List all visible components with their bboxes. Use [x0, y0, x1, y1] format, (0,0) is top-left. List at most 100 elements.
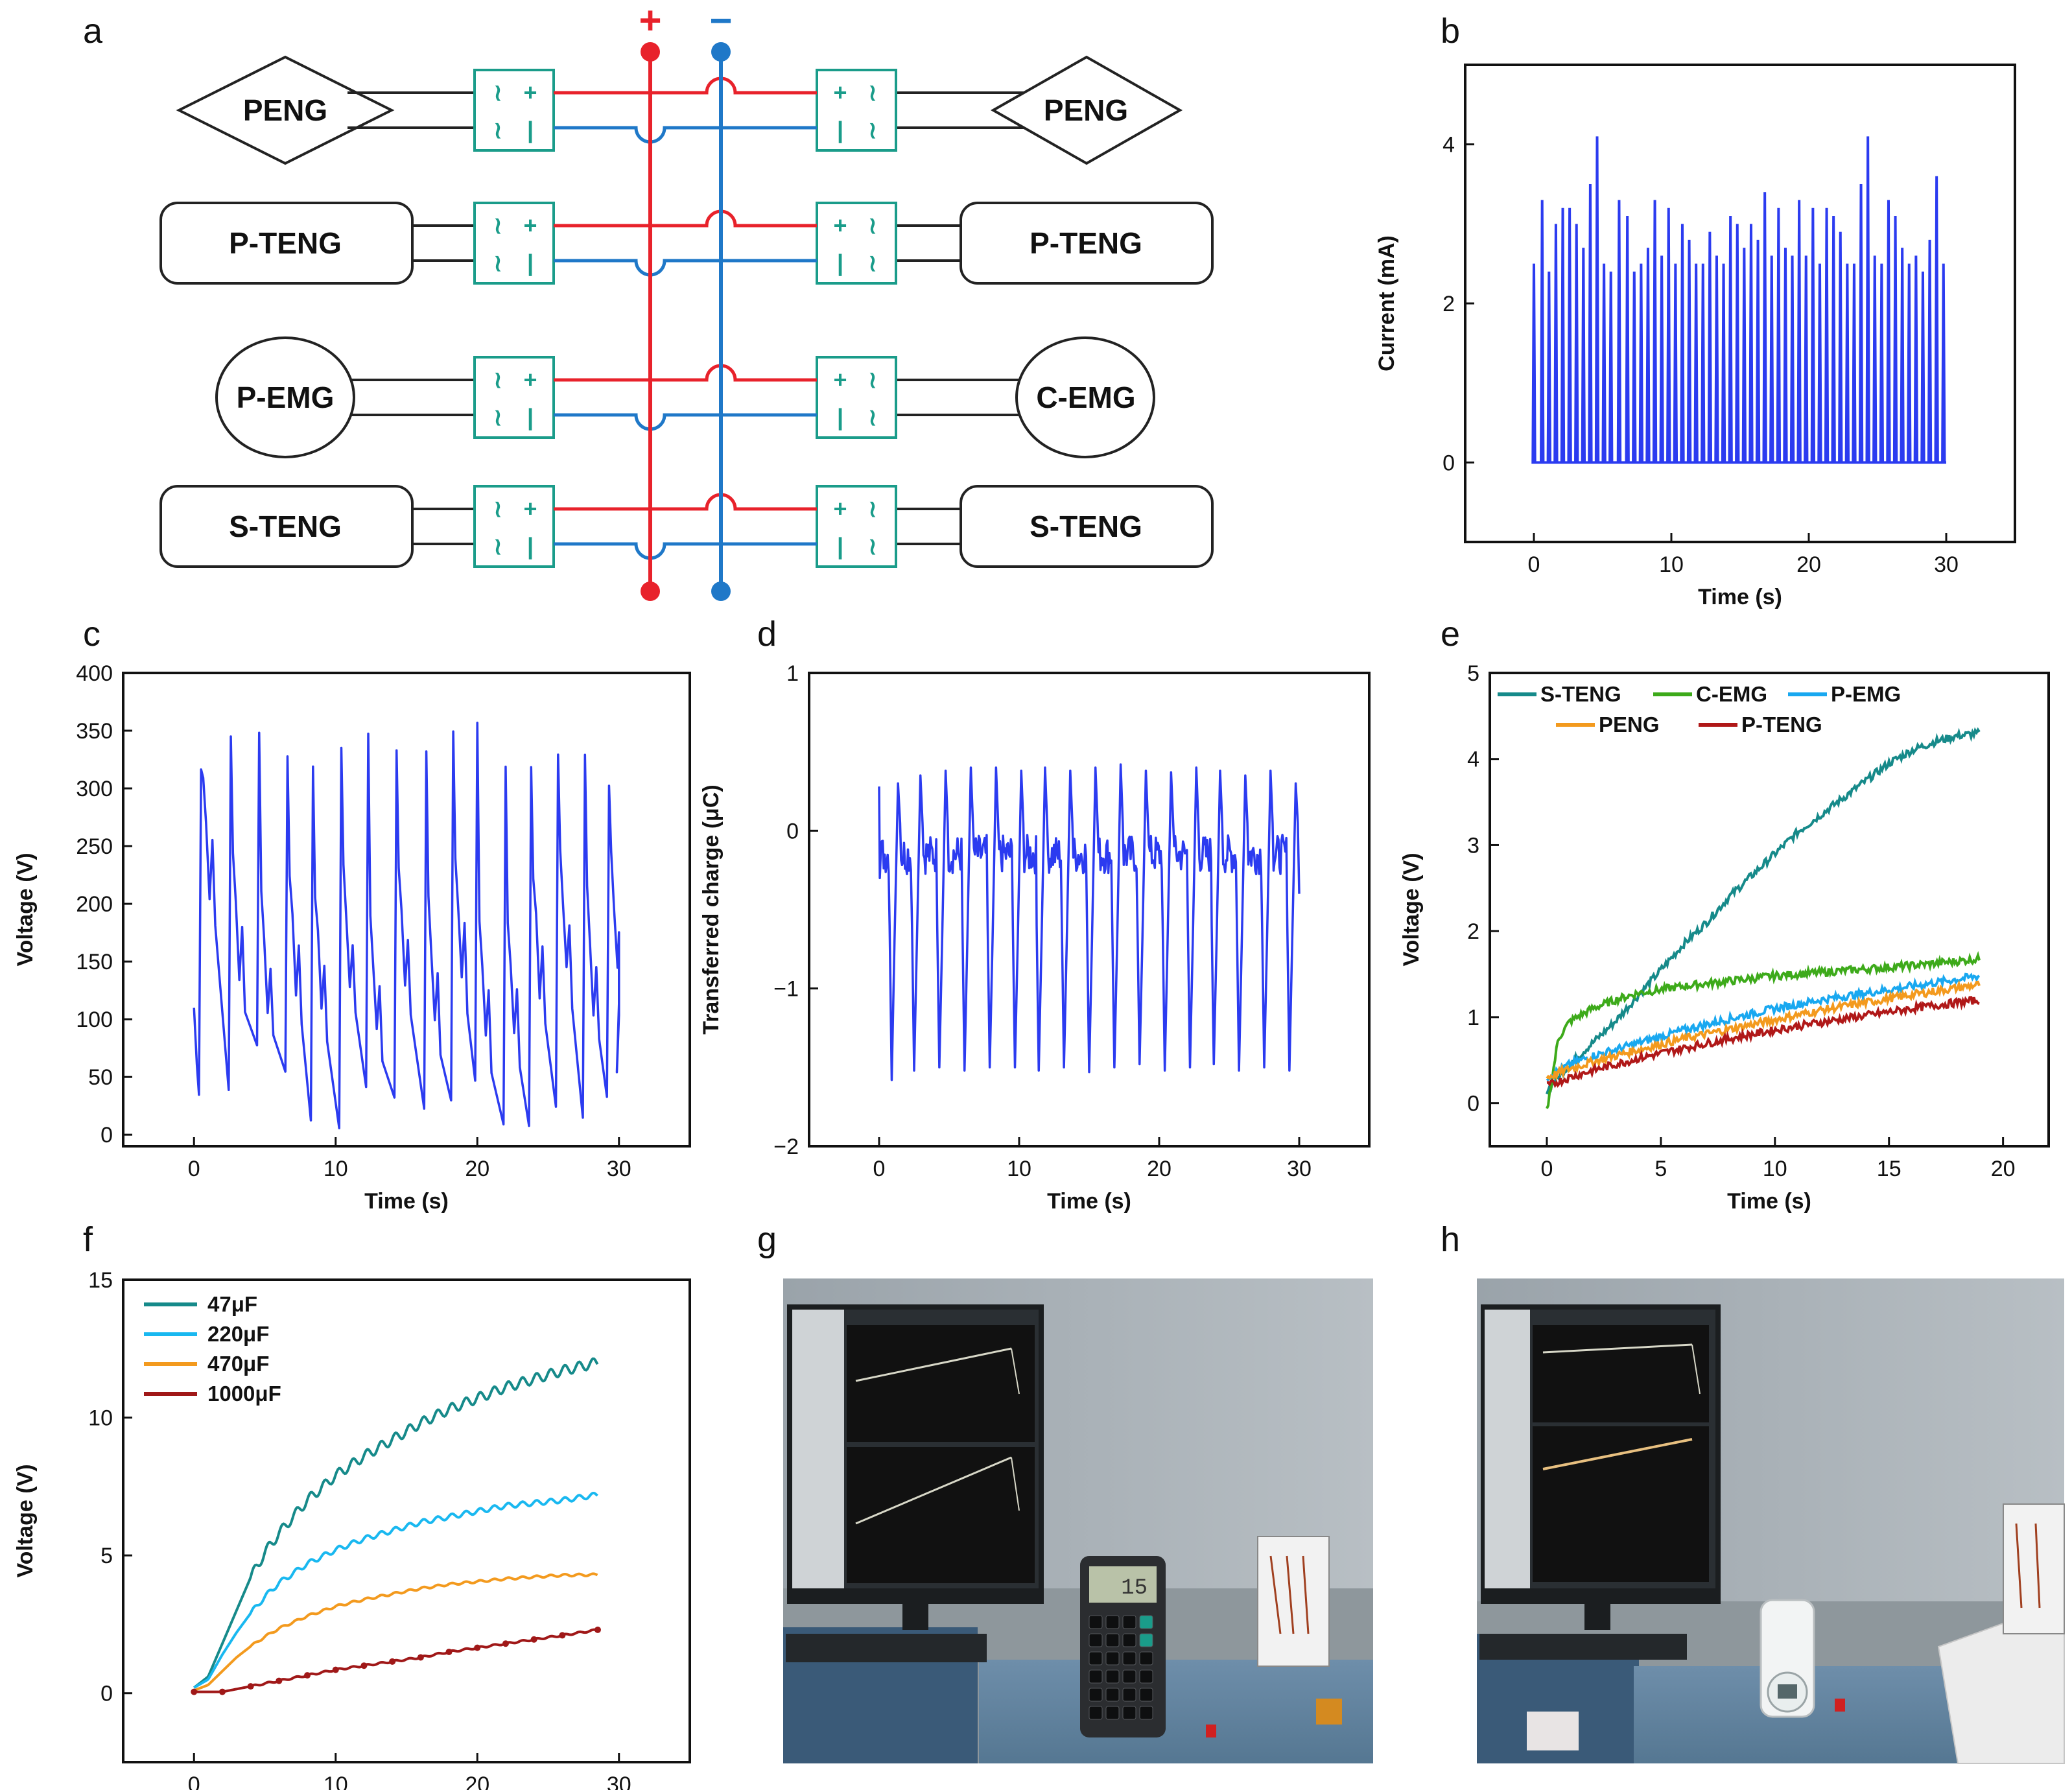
x-tick-label: 0	[873, 1157, 886, 1181]
rectifier-symbol: ≀	[868, 533, 877, 559]
chart-voltage-devices: 0 5 10 15 20 0 1 2 3 4 5 Time (s) Voltage (V) S-TENG C…	[1399, 661, 2050, 1214]
photo-calculator-setup: 15	[783, 1278, 1373, 1763]
x-tick-label: 15	[1877, 1157, 1901, 1181]
positive-wire	[554, 364, 817, 382]
legend-item: C-EMG	[1653, 682, 1767, 706]
y-tick-label: 200	[76, 892, 113, 917]
rectifier-symbol: +	[523, 212, 537, 239]
calculator-key	[1139, 1651, 1153, 1666]
calculator-key	[1139, 1633, 1153, 1647]
calculator-key	[1105, 1633, 1120, 1647]
x-tick-label: 20	[1991, 1157, 2016, 1181]
x-tick-label: 10	[1007, 1157, 1031, 1181]
x-tick-label: 0	[1540, 1157, 1553, 1181]
rectifier-symbol: +	[523, 366, 537, 393]
y-tick-label: 250	[76, 834, 113, 859]
y-tick-label: 1	[1467, 1006, 1479, 1030]
calculator-key	[1122, 1633, 1136, 1647]
calculator-key	[1089, 1651, 1103, 1666]
device-left-label: P-TENG	[229, 226, 342, 260]
x-tick-label: 10	[1763, 1157, 1787, 1181]
calculator-key	[1105, 1706, 1120, 1720]
rectifier-right	[816, 356, 897, 439]
positive-terminal-sign: +	[639, 0, 661, 42]
y-tick-label: 0	[100, 1682, 113, 1706]
rectifier-symbol: +	[833, 212, 847, 239]
legend: S-TENG C-EMG P-EMG PENG P-TENG	[1498, 682, 1901, 736]
y-axis-label: Transferred charge (μC)	[699, 784, 724, 1034]
y-tick-label: 100	[76, 1007, 113, 1032]
positive-wire	[554, 209, 817, 228]
calculator-key	[1122, 1615, 1136, 1629]
y-tick-label: −2	[773, 1135, 799, 1159]
device-right-shape	[959, 485, 1214, 568]
series-1000uf-marker	[276, 1677, 283, 1684]
calculator-key	[1089, 1688, 1103, 1702]
y-tick-label: 50	[88, 1065, 113, 1090]
legend-label: P-EMG	[1831, 682, 1901, 706]
legend-item: 47μF	[144, 1292, 257, 1316]
y-tick-label: 4	[1442, 133, 1455, 158]
negative-terminal-bottom	[711, 582, 731, 601]
y-axis-label: Voltage (V)	[13, 853, 38, 966]
device-right-shape	[959, 202, 1214, 285]
series-voltage-line	[193, 722, 620, 1129]
rectifier-symbol: ≀	[868, 404, 877, 430]
x-tick-label: 10	[324, 1772, 348, 1790]
x-axis-label: Time (s)	[1727, 1189, 1811, 1214]
calculator-key	[1089, 1633, 1103, 1647]
positive-wire	[554, 77, 817, 95]
y-axis-label: Voltage (V)	[13, 1464, 38, 1577]
x-tick-label: 0	[188, 1772, 200, 1790]
device-left-shape	[215, 336, 355, 458]
panel-label-h: h	[1441, 1220, 1460, 1259]
positive-terminal-bottom	[641, 582, 660, 601]
legend-label: S-TENG	[1540, 682, 1621, 706]
calculator-key	[1122, 1669, 1136, 1684]
negative-wire	[554, 126, 817, 144]
panel-label-b: b	[1441, 12, 1460, 51]
y-tick-label: 0	[786, 819, 799, 843]
rectifier-symbol: +	[523, 79, 537, 106]
series-47uf-line	[193, 1357, 599, 1689]
rectifier-right	[816, 485, 897, 568]
device-right-label: P-TENG	[1030, 226, 1142, 260]
device-right-label: S-TENG	[1030, 510, 1142, 543]
y-tick-label: 5	[100, 1544, 113, 1568]
rectifier-left	[473, 202, 555, 285]
calculator-key	[1122, 1688, 1136, 1702]
chart-voltage-capacitors: 0 10 20 30 0 5 10 15 Voltage (V) 47μF 220μF 470μF 10…	[13, 1268, 691, 1790]
rectifier-left	[473, 356, 555, 439]
series-peng-line	[1546, 979, 1981, 1081]
rectifier-symbol: +	[833, 495, 847, 522]
legend-item: 220μF	[144, 1322, 269, 1346]
legend-label: 220μF	[207, 1322, 269, 1346]
chart-current: 0 10 20 30 0 2 4 Time (s) Current (mA)	[1374, 64, 2016, 609]
plot-frame	[122, 1278, 691, 1763]
positive-wire	[554, 493, 817, 511]
calculator-key	[1122, 1651, 1136, 1666]
rectifier-symbol: ≀	[493, 117, 502, 143]
rectifier-symbol: +	[523, 495, 537, 522]
legend-label: 1000μF	[207, 1382, 281, 1406]
series-1000uf-marker	[474, 1644, 481, 1651]
y-tick-label: 2	[1467, 919, 1479, 944]
series-charge-line	[878, 763, 1301, 1081]
negative-terminal-top	[711, 42, 731, 62]
series-1000uf-marker	[417, 1654, 424, 1661]
rectifier-symbol: ≀	[493, 404, 502, 430]
circuit-row: ≀ + ≀ | + ≀ | ≀ PENG PENG	[176, 55, 1183, 165]
series-1000uf-marker	[502, 1640, 509, 1647]
x-tick-label: 30	[607, 1772, 631, 1790]
component-board	[1257, 1536, 1330, 1667]
panel-label-g: g	[757, 1220, 777, 1259]
x-tick-label: 0	[188, 1157, 200, 1181]
rectifier-symbol: |	[527, 404, 534, 431]
series-1000uf-marker	[304, 1672, 311, 1679]
rectifier-symbol: +	[833, 366, 847, 393]
calculator-key	[1089, 1669, 1103, 1684]
device-left-shape	[176, 55, 395, 165]
y-tick-label: 2	[1442, 292, 1455, 316]
